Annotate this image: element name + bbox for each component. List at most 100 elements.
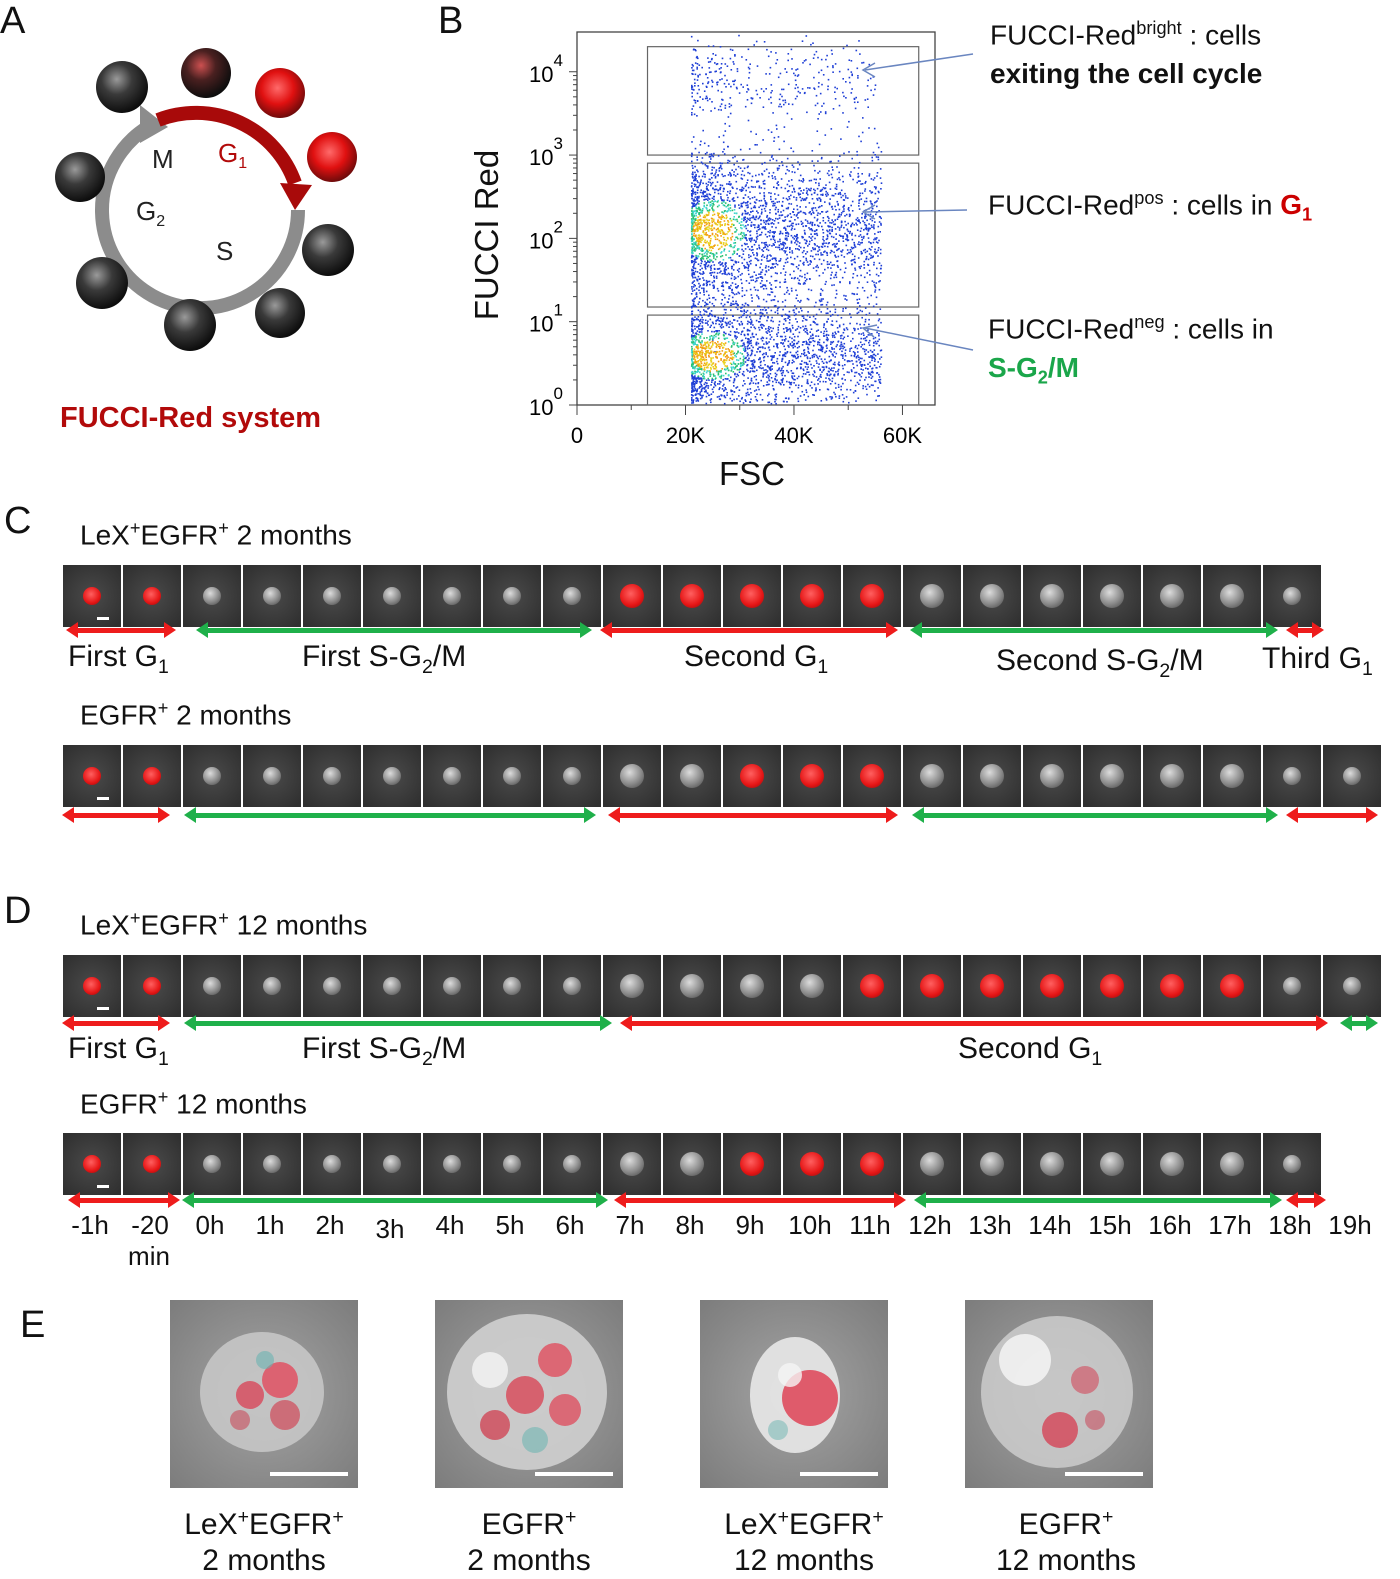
- scatter-point: [775, 62, 777, 65]
- scatter-point: [694, 267, 697, 270]
- scatter-point: [695, 380, 698, 382]
- scatter-point: [691, 341, 693, 344]
- scatter-point: [797, 356, 799, 358]
- scatter-point: [709, 178, 711, 181]
- scatter-point: [738, 345, 740, 348]
- scatter-point: [833, 391, 835, 394]
- scatter-point: [826, 347, 828, 349]
- scatter-point: [837, 386, 840, 388]
- scatter-point: [840, 341, 843, 344]
- scatter-point: [825, 195, 828, 197]
- scatter-point: [692, 105, 695, 107]
- scatter-point: [766, 381, 769, 383]
- scatter-point: [728, 369, 730, 372]
- scatter-point: [723, 268, 726, 270]
- scatter-point: [697, 223, 699, 226]
- scatter-point: [693, 377, 696, 379]
- scatter-point: [725, 239, 728, 242]
- scatter-point: [741, 339, 744, 342]
- scatter-point: [791, 337, 793, 340]
- scatter-point: [787, 398, 790, 400]
- scatter-point: [694, 343, 696, 345]
- scatter-point: [791, 277, 793, 279]
- scatter-point: [715, 70, 717, 73]
- scatter-point: [856, 287, 859, 289]
- scatter-point: [694, 102, 697, 104]
- scatter-point: [794, 190, 796, 193]
- scatter-point: [712, 155, 715, 158]
- scatter-point: [713, 275, 715, 278]
- scatter-point: [807, 348, 810, 350]
- scatter-point: [765, 248, 768, 251]
- scatter-point: [717, 199, 719, 202]
- scatter-point: [864, 224, 866, 226]
- scatter-point: [769, 338, 772, 340]
- scatter-point: [700, 361, 702, 363]
- scatter-point: [758, 246, 761, 249]
- scatter-point: [858, 40, 860, 42]
- scatter-point: [791, 191, 794, 193]
- scatter-point: [749, 234, 752, 237]
- scatter-point: [757, 180, 760, 183]
- scatter-point: [696, 390, 698, 392]
- scatter-point: [820, 346, 823, 348]
- scatter-point: [702, 244, 705, 247]
- scatter-point: [818, 170, 821, 173]
- scatter-point: [819, 190, 822, 192]
- scatter-point: [793, 228, 796, 230]
- scatter-point: [742, 197, 745, 199]
- scatter-point: [733, 319, 736, 321]
- scatter-point: [692, 199, 695, 202]
- scatter-point: [817, 343, 819, 346]
- scatter-point: [762, 204, 764, 207]
- scatter-point: [769, 294, 771, 296]
- scatter-point: [777, 76, 780, 79]
- scatter-point: [736, 331, 738, 333]
- scatter-point: [839, 178, 841, 181]
- scatter-point: [730, 351, 733, 353]
- scatter-point: [721, 319, 724, 322]
- scatter-point: [795, 351, 797, 354]
- scatter-point: [725, 337, 727, 340]
- scatter-point: [838, 240, 840, 242]
- scatter-point: [763, 207, 766, 210]
- scatter-point: [700, 179, 702, 181]
- scatter-point: [842, 237, 844, 239]
- scatter-point: [713, 198, 715, 201]
- scatter-point: [712, 201, 715, 203]
- scatter-point: [707, 228, 709, 230]
- scatter-point: [771, 226, 773, 228]
- scatter-point: [777, 211, 779, 213]
- scatter-point: [861, 173, 863, 175]
- scatter-point: [862, 387, 864, 390]
- scatter-point: [701, 267, 703, 270]
- scatter-point: [766, 370, 769, 372]
- scatter-point: [778, 217, 781, 219]
- scatter-point: [763, 359, 765, 362]
- scatter-point: [765, 88, 767, 90]
- scatter-point: [803, 189, 805, 191]
- scatter-point: [808, 212, 811, 214]
- scatter-point: [755, 174, 757, 177]
- scatter-point: [696, 357, 699, 359]
- scatter-point: [697, 309, 700, 312]
- scatter-point: [715, 171, 717, 173]
- scatter-point: [829, 373, 832, 376]
- scatter-point: [698, 328, 700, 330]
- scatter-point: [742, 384, 744, 387]
- scatter-point: [786, 314, 788, 316]
- scatter-point: [747, 119, 750, 122]
- scatter-point: [732, 350, 734, 353]
- scatter-point: [709, 228, 711, 230]
- scatter-point: [691, 313, 693, 315]
- scatter-point: [790, 147, 792, 149]
- scatter-point: [708, 379, 710, 381]
- scatter-point: [733, 385, 735, 387]
- scatter-point: [710, 272, 712, 274]
- scatter-point: [876, 200, 878, 202]
- scatter-point: [738, 316, 741, 319]
- scatter-point: [707, 385, 710, 387]
- scatter-point: [801, 320, 804, 322]
- scatter-point: [795, 239, 798, 241]
- scatter-point: [781, 205, 784, 207]
